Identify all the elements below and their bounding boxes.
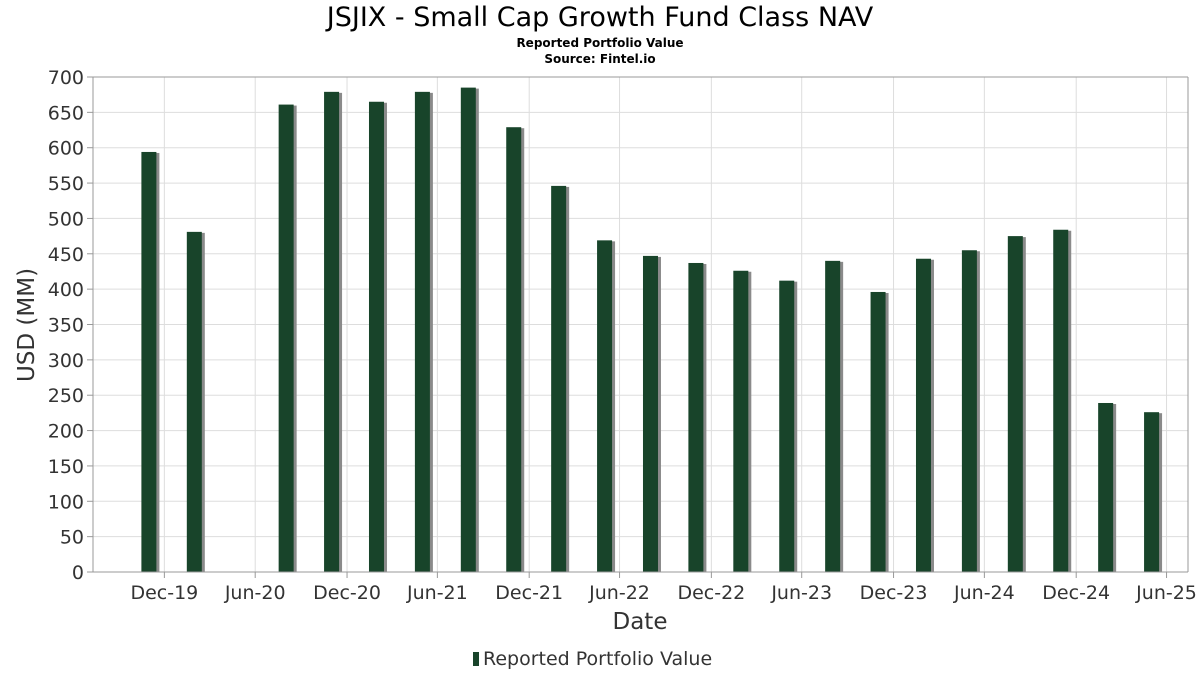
x-tick-label: Jun-25 (1135, 582, 1197, 604)
bar (506, 127, 522, 572)
chart-title: JSJIX - Small Cap Growth Fund Class NAV (326, 2, 874, 33)
y-tick-label: 50 (60, 527, 84, 549)
bar (460, 87, 476, 572)
x-tick-label: Dec-20 (313, 582, 381, 604)
y-tick-label: 400 (48, 279, 84, 301)
bar (688, 262, 704, 572)
bar (186, 231, 202, 572)
y-tick-label: 0 (72, 562, 84, 584)
bar (779, 280, 795, 572)
x-axis-title: Date (613, 609, 668, 635)
bar (368, 101, 384, 572)
bar (551, 185, 567, 572)
x-tick-label: Jun-20 (224, 582, 286, 604)
bar (1053, 229, 1069, 572)
x-tick-labels: Dec-19 Jun-20 Dec-20 Jun-21 Dec-21 Jun-22 Dec-… (130, 572, 1197, 604)
y-tick-label: 650 (48, 102, 84, 124)
bar (915, 258, 931, 572)
bar (825, 260, 841, 572)
x-tick-label: Dec-21 (495, 582, 563, 604)
bar (1007, 236, 1023, 572)
bar (733, 270, 749, 572)
legend-label: Reported Portfolio Value (483, 648, 712, 670)
bar (597, 240, 613, 572)
y-tick-labels: 0 50 100 150 200 250 300 350 400 450 500 550 600 650 7… (48, 67, 93, 584)
x-tick-label: Dec-19 (130, 582, 198, 604)
bars (141, 87, 1163, 572)
y-tick-label: 350 (48, 315, 84, 337)
x-tick-label: Jun-22 (588, 582, 650, 604)
bar (278, 104, 294, 572)
bar (642, 255, 658, 572)
y-tick-label: 100 (48, 491, 84, 513)
chart-subtitle: Reported Portfolio Value (516, 36, 684, 50)
y-tick-label: 700 (48, 67, 84, 89)
y-tick-label: 250 (48, 385, 84, 407)
x-tick-label: Dec-22 (677, 582, 745, 604)
x-tick-label: Jun-24 (953, 582, 1015, 604)
y-tick-label: 150 (48, 456, 84, 478)
y-tick-label: 450 (48, 244, 84, 266)
bar (870, 291, 886, 572)
bar (1098, 402, 1114, 572)
x-tick-label: Dec-24 (1042, 582, 1110, 604)
chart-source: Source: Fintel.io (544, 52, 656, 66)
x-tick-label: Jun-21 (406, 582, 468, 604)
y-tick-label: 200 (48, 421, 84, 443)
y-tick-label: 550 (48, 173, 84, 195)
bar (324, 91, 340, 572)
bar (1144, 412, 1160, 572)
legend: Reported Portfolio Value (473, 648, 712, 670)
legend-swatch (473, 652, 479, 666)
bar (141, 151, 157, 572)
y-tick-label: 500 (48, 208, 84, 230)
bar (961, 250, 977, 572)
x-tick-label: Jun-23 (770, 582, 832, 604)
bar (414, 91, 430, 572)
y-tick-label: 300 (48, 350, 84, 372)
y-axis-title: USD (MM) (14, 268, 40, 382)
y-tick-label: 600 (48, 138, 84, 160)
x-tick-label: Dec-23 (860, 582, 928, 604)
